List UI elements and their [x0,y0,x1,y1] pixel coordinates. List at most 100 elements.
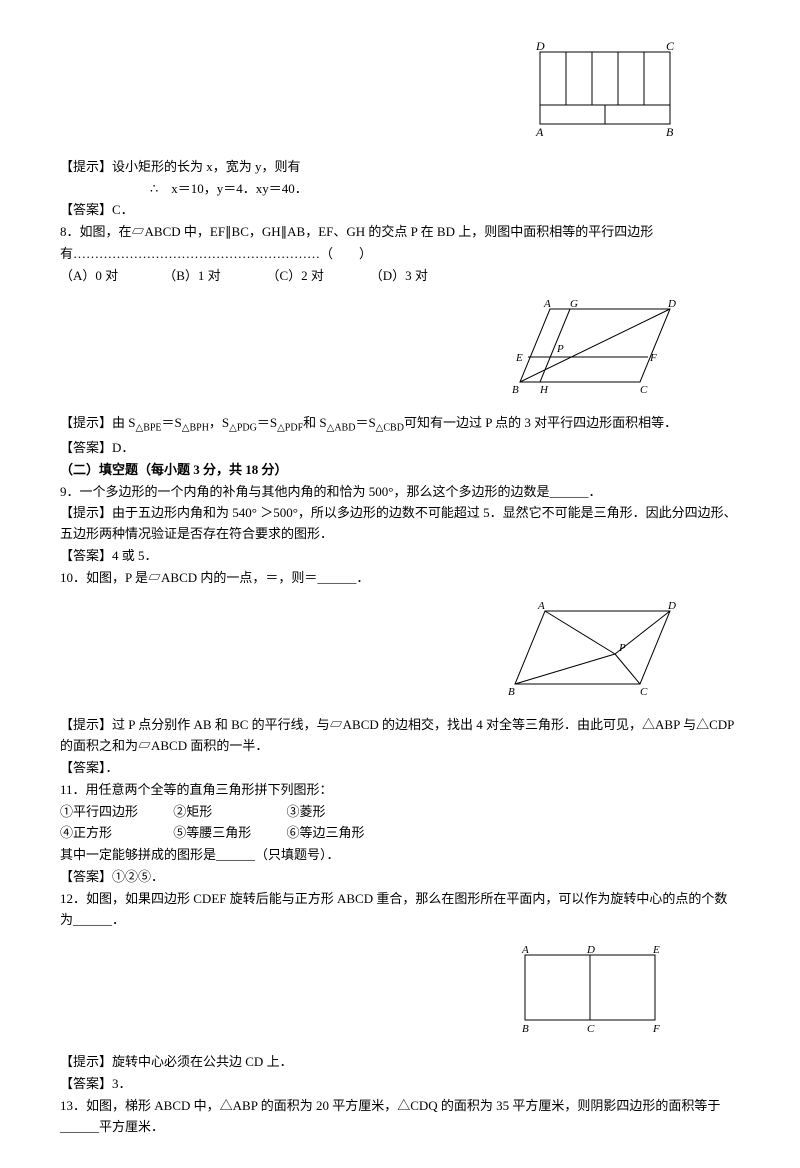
q9-answer: 【答案】4 或 5． [60,546,740,567]
q11-ans-text: ①②⑤． [112,869,164,884]
q11-o1: ①平行四边形 [60,802,170,823]
f12-A: A [521,944,529,956]
figure-q8: A G D E P F B H C [60,297,680,404]
q8-num: 8． [60,224,80,239]
q8-s2a: △PDG [229,423,257,434]
label-A: A [535,125,544,139]
q10-stem: 如图，P 是▱ABCD 内的一点，＝，则＝______． [86,570,369,585]
q10-hint-text: 过 P 点分别作 AB 和 BC 的平行线，与▱ABCD 的边相交，找出 4 对… [60,717,734,753]
q11-tail: 其中一定能够拼成的图形是______（只填题号）． [60,845,740,866]
q9-ans-label: 【答案】 [60,548,112,563]
q11-line: 11．用任意两个全等的直角三角形拼下列图形： [60,780,740,801]
q10-hint: 【提示】过 P 点分别作 AB 和 BC 的平行线，与▱ABCD 的边相交，找出… [60,715,740,757]
q8-stem: 8．如图，在▱ABCD 中，EF∥BC，GH∥AB，EF、GH 的交点 P 在 … [60,222,740,243]
q9-hint-text: 由于五边形内角和为 540° ＞500°，所以多边形的边数不可能超过 5．显然它… [60,505,737,541]
f10-C: C [640,686,648,698]
q9-line: 9．一个多边形的一个内角的补角与其他内角的和恰为 500°，那么这个多边形的边数… [60,482,740,503]
q8-answer: 【答案】D． [60,438,740,459]
q8-hint-label: 【提示】 [60,415,112,430]
q9-hint-label: 【提示】 [60,505,112,520]
label-D: D [535,40,545,53]
q8-optB: （B）1 对 [163,266,263,287]
f8-P: P [556,343,564,355]
q7-hint-label: 【提示】 [60,159,112,174]
q13-line: 13．如图，梯形 ABCD 中，△ABP 的面积为 20 平方厘米，△CDQ 的… [60,1096,740,1138]
f8-E: E [515,352,523,364]
q7-ans-text: C． [112,202,134,217]
q11-o4: ④正方形 [60,823,170,844]
q8-optD: （D）3 对 [370,266,470,287]
q7-result: ∴ x＝10，y＝4．xy＝40． [150,179,740,200]
svg-q7: D C A B [530,40,680,140]
q8-ans-text: D． [112,440,134,455]
q7-hint-text: 设小矩形的长为 x，宽为 y，则有 [112,159,301,174]
f12-C: C [587,1023,595,1035]
f8-C: C [640,384,648,396]
q11-row1: ①平行四边形 ②矩形 ③菱形 [60,802,740,823]
q9-hint: 【提示】由于五边形内角和为 540° ＞500°，所以多边形的边数不可能超过 5… [60,503,740,545]
q11-num: 11． [60,782,86,797]
q7-answer: 【答案】C． [60,200,740,221]
f12-F: F [652,1023,660,1035]
q12-hint-text: 旋转中心必须在公共边 CD 上． [112,1054,293,1069]
f12-D: D [586,944,595,956]
q8-s3a: △ABD [327,423,356,434]
f8-F: F [649,352,657,364]
f8-H: H [539,384,549,396]
figure-q12: A D E B C F [60,940,680,1042]
q9-stem: 一个多边形的一个内角的补角与其他内角的和恰为 500°，那么这个多边形的边数是_… [80,484,602,499]
svg-q8: A G D E P F B H C [500,297,680,397]
q8-optA: （A）0 对 [60,266,160,287]
q11-o6: ⑥等边三角形 [287,823,397,844]
q10-num: 10． [60,570,86,585]
f8-B: B [512,384,519,396]
q8-stem1: 如图，在▱ABCD 中，EF∥BC，GH∥AB，EF、GH 的交点 P 在 BD… [80,224,654,239]
q7-ans-label: 【答案】 [60,202,112,217]
q8-h-pre: 由 S [112,415,135,430]
f10-P: P [618,642,626,654]
q10-hint-label: 【提示】 [60,717,112,732]
f10-D: D [667,600,676,612]
label-C: C [666,40,675,53]
q11-o2: ②矩形 [173,802,283,823]
q12-hint: 【提示】旋转中心必须在公共边 CD 上． [60,1052,740,1073]
f12-B: B [522,1023,529,1035]
svg-q10: A D P B C [500,599,680,699]
q8-optC: （C）2 对 [267,266,367,287]
q8-s3b: △CBD [376,423,404,434]
q9-num: 9． [60,484,80,499]
q10-line: 10．如图，P 是▱ABCD 内的一点，＝，则＝______． [60,568,740,589]
q8-s2b: △PDF [277,423,303,434]
f10-B: B [508,686,515,698]
q8-s1b: △BPH [182,423,209,434]
f8-A: A [543,298,551,310]
q8-ans-label: 【答案】 [60,440,112,455]
q12-hint-label: 【提示】 [60,1054,112,1069]
q10-answer: 【答案】． [60,758,740,779]
f10-A: A [537,600,545,612]
q11-stem: 用任意两个全等的直角三角形拼下列图形： [86,782,333,797]
q12-ans-text: 3． [112,1076,132,1091]
q11-row2: ④正方形 ⑤等腰三角形 ⑥等边三角形 [60,823,740,844]
f8-G: G [570,298,578,310]
q10-ans-text: ． [106,760,119,775]
figure-q10: A D P B C [60,599,680,706]
q10-ans-label: 【答案】 [60,760,106,775]
label-B: B [666,125,674,139]
q12-line: 12．如图，如果四边形 CDEF 旋转后能与正方形 ABCD 重合，那么在图形所… [60,889,740,931]
q11-ans-label: 【答案】 [60,869,112,884]
q12-answer: 【答案】3． [60,1074,740,1095]
q13-num: 13． [60,1098,86,1113]
section2-header: （二）填空题（每小题 3 分，共 18 分） [60,460,740,481]
q9-ans-text: 4 或 5． [112,548,158,563]
q8-h-tail: 可知有一边过 P 点的 3 对平行四边形面积相等． [404,415,677,430]
q8-hint: 【提示】由 S△BPE＝S△BPH，S△PDG＝S△PDF和 S△ABD＝S△C… [60,413,740,437]
figure-q7: D C A B [60,40,680,147]
q11-answer: 【答案】①②⑤． [60,867,740,888]
f8-D: D [667,298,676,310]
q12-num: 12． [60,891,86,906]
q13-stem: 如图，梯形 ABCD 中，△ABP 的面积为 20 平方厘米，△CDQ 的面积为… [60,1098,720,1134]
q11-o3: ③菱形 [287,802,397,823]
svg-q12: A D E B C F [510,940,680,1035]
q8-stem2: 有…………………………………………………（ ） [60,244,740,265]
